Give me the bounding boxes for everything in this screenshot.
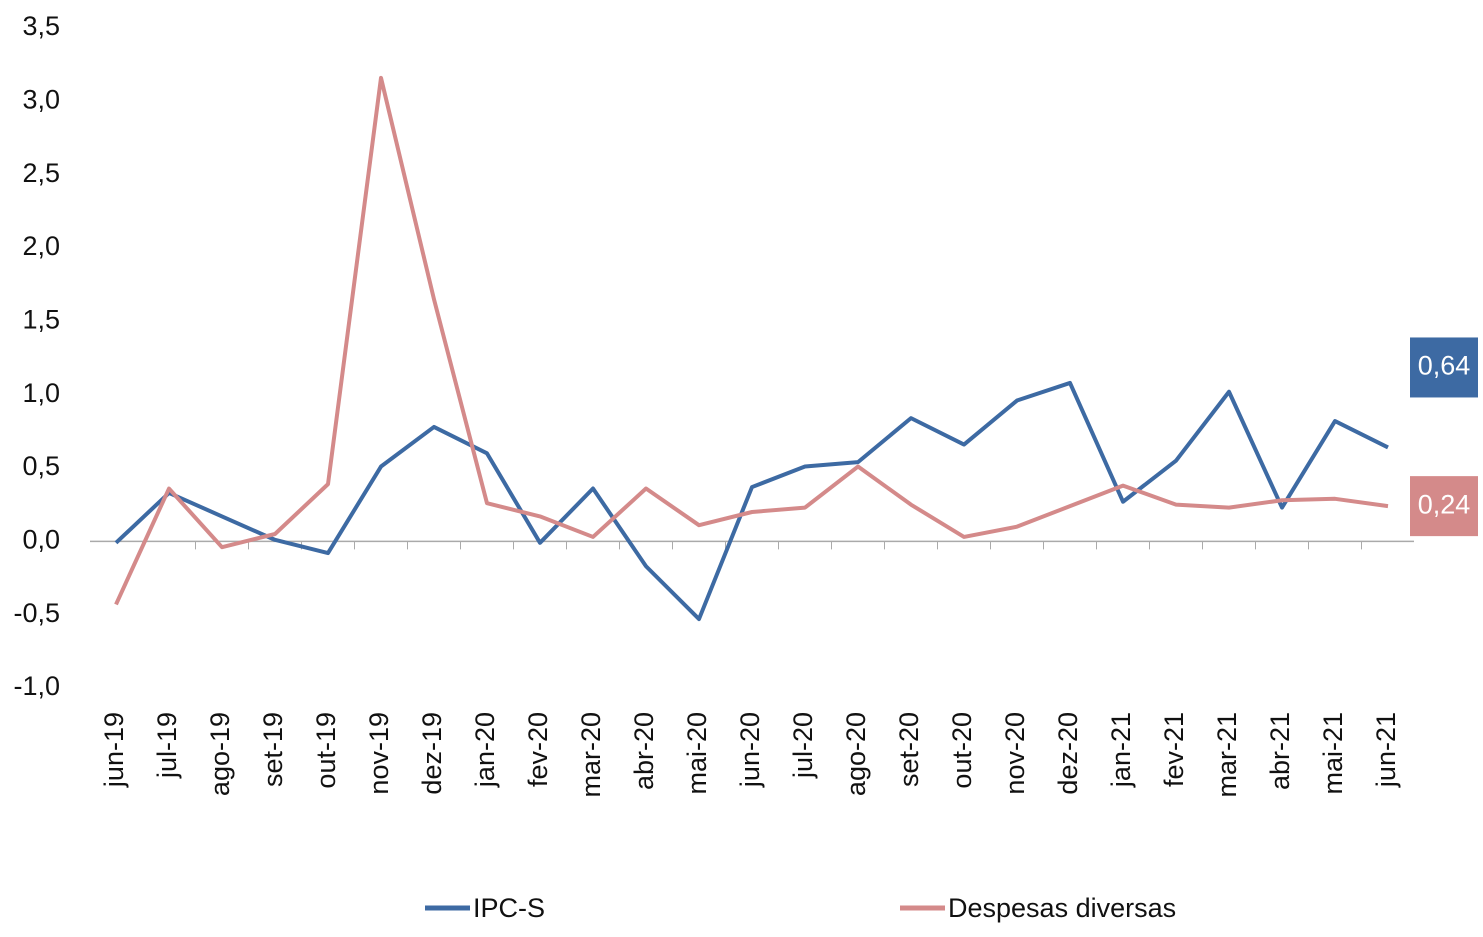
end-label-box <box>1410 337 1478 398</box>
x-tick-label: fev-20 <box>523 712 553 787</box>
x-tick-label: out-20 <box>947 712 977 789</box>
end-label: 0,24 <box>1418 489 1471 519</box>
legend-label: Despesas diversas <box>948 893 1176 923</box>
x-tick-label: set-20 <box>894 712 924 787</box>
x-tick-label: jun-19 <box>99 712 129 788</box>
x-tick-label: nov-19 <box>364 712 394 795</box>
legend-label: IPC-S <box>473 893 545 923</box>
y-tick-label: 2,5 <box>22 158 60 188</box>
x-tick-label: jul-19 <box>152 712 182 779</box>
x-tick-label: jan-21 <box>1106 712 1136 788</box>
y-tick-label: -0,5 <box>13 598 60 628</box>
y-tick-label: 0,5 <box>22 451 60 481</box>
y-tick-label: 0,0 <box>22 524 60 554</box>
x-tick-label: jul-20 <box>788 712 818 779</box>
x-tick-label: fev-21 <box>1159 712 1189 787</box>
x-tick-label: ago-20 <box>841 712 871 796</box>
end-label: 0,64 <box>1418 351 1471 381</box>
y-tick-label: 2,0 <box>22 231 60 261</box>
x-tick-label: mar-20 <box>576 712 606 798</box>
x-tick-label: out-19 <box>311 712 341 789</box>
x-tick-label: jan-20 <box>470 712 500 788</box>
y-tick-label: 3,0 <box>22 84 60 114</box>
x-tick-label: mar-21 <box>1212 712 1242 798</box>
y-tick-label: 1,5 <box>22 304 60 334</box>
x-tick-label: set-19 <box>258 712 288 787</box>
x-tick-label: mai-20 <box>682 712 712 795</box>
series-line <box>114 75 1389 606</box>
x-tick-label: jun-21 <box>1371 712 1401 788</box>
y-tick-label: -1,0 <box>13 671 60 701</box>
y-tick-label: 1,0 <box>22 378 60 408</box>
x-tick-label: abr-21 <box>1265 712 1295 790</box>
x-tick-label: mai-21 <box>1318 712 1348 795</box>
x-tick-label: jun-20 <box>735 712 765 788</box>
x-tick-label: ago-19 <box>205 712 235 796</box>
end-label-box <box>1410 476 1478 537</box>
x-tick-label: abr-20 <box>629 712 659 790</box>
series-line <box>114 380 1389 622</box>
x-tick-label: dez-20 <box>1053 712 1083 795</box>
x-tick-label: dez-19 <box>417 712 447 795</box>
y-tick-label: 3,5 <box>22 11 60 41</box>
x-tick-label: nov-20 <box>1000 712 1030 795</box>
